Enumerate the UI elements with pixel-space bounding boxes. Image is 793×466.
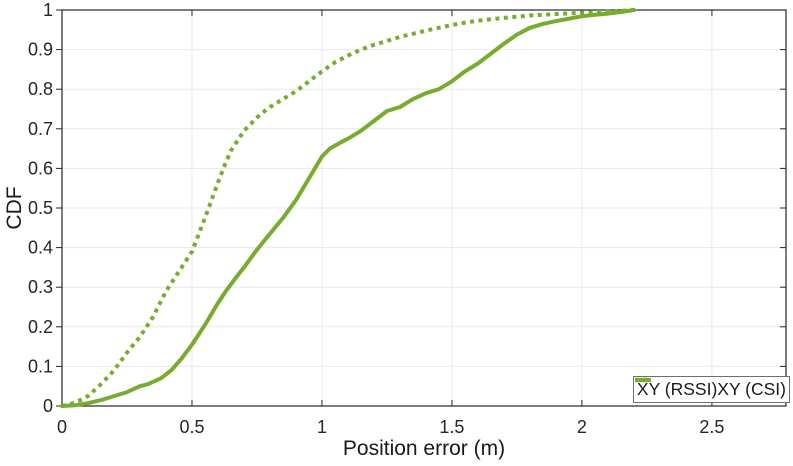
x-tick-label: 1.5 bbox=[439, 417, 464, 437]
y-tick-label: 1 bbox=[43, 0, 53, 20]
legend: XY (RSSI) XY (CSI) bbox=[632, 376, 790, 403]
y-tick-label: 0.7 bbox=[28, 119, 53, 139]
y-tick-label: 0.8 bbox=[28, 79, 53, 99]
y-tick-label: 0.4 bbox=[28, 238, 53, 258]
legend-label-csi: XY (CSI) bbox=[717, 379, 786, 399]
y-tick-label: 0.1 bbox=[28, 356, 53, 376]
x-axis-label: Position error (m) bbox=[342, 437, 506, 460]
y-axis-label: CDF bbox=[3, 186, 26, 230]
legend-item-csi: XY (CSI) bbox=[634, 377, 786, 400]
dotted-line-swatch-icon bbox=[634, 377, 649, 383]
x-tick-label: 2 bbox=[577, 417, 587, 437]
y-tick-label: 0 bbox=[43, 396, 53, 416]
x-tick-label: 2.5 bbox=[699, 417, 724, 437]
x-tick-label: 1 bbox=[317, 417, 327, 437]
y-tick-label: 0.6 bbox=[28, 158, 53, 178]
legend-label-rssi: XY (RSSI) bbox=[636, 379, 718, 399]
axes-box bbox=[61, 9, 787, 407]
y-tick-label: 0.9 bbox=[28, 40, 53, 60]
y-tick-label: 0.5 bbox=[28, 198, 53, 218]
y-tick-label: 0.3 bbox=[28, 277, 53, 297]
series-line-rssi bbox=[60, 8, 636, 408]
y-tick-label: 0.2 bbox=[28, 317, 53, 337]
x-tick-label: 0 bbox=[57, 417, 67, 437]
x-tick-label: 0.5 bbox=[179, 417, 204, 437]
